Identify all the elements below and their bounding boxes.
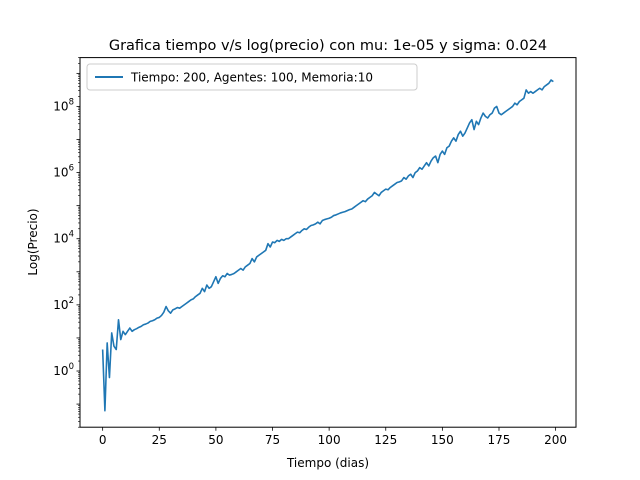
- series-line-0: [101, 79, 554, 412]
- x-tick-label: 75: [265, 433, 280, 447]
- chart-title: Grafica tiempo v/s log(precio) con mu: 1…: [109, 38, 547, 54]
- series-group: [101, 79, 554, 412]
- plot-area: [80, 57, 576, 428]
- y-axis-label: Log(Precio): [26, 208, 40, 275]
- y-tick-label: 100: [53, 362, 74, 378]
- y-tick-label: 102: [53, 296, 74, 312]
- y-tick-label: 104: [53, 230, 74, 246]
- x-axis-label: Tiempo (dias): [286, 456, 369, 470]
- plot-frame: [79, 57, 577, 428]
- y-axis-ticks: 100 102 104 106 108: [53, 57, 80, 428]
- legend: Tiempo: 200, Agentes: 100, Memoria:10: [86, 63, 418, 91]
- legend-box: [86, 63, 418, 91]
- y-tick-label: 108: [53, 97, 74, 113]
- legend-label: Tiempo: 200, Agentes: 100, Memoria:10: [130, 71, 373, 85]
- x-tick-label: 200: [544, 433, 567, 447]
- x-tick-label: 0: [99, 433, 107, 447]
- y-tick-label: 106: [53, 164, 74, 180]
- x-axis-ticks: 0 25 50 75 100 125 150 175 200: [99, 427, 567, 447]
- x-tick-label: 125: [374, 433, 397, 447]
- x-tick-label: 50: [208, 433, 223, 447]
- x-tick-label: 100: [318, 433, 341, 447]
- x-tick-label: 175: [488, 433, 511, 447]
- x-tick-label: 150: [431, 433, 454, 447]
- x-tick-label: 25: [152, 433, 167, 447]
